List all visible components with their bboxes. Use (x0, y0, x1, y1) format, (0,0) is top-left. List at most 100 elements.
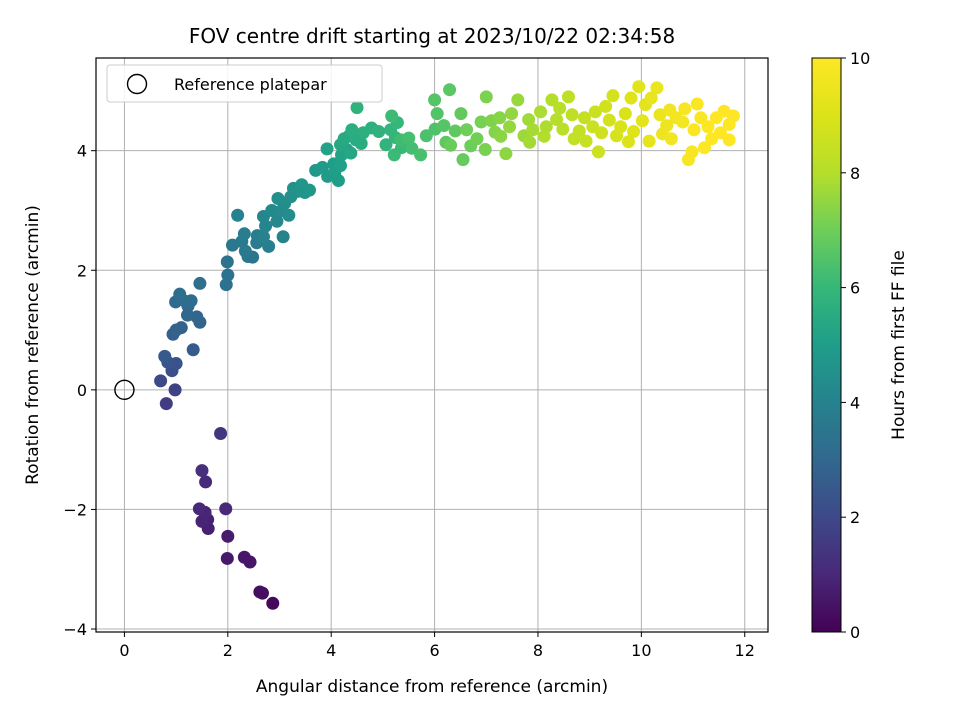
data-point (302, 183, 316, 197)
data-point (526, 123, 540, 137)
data-point (474, 115, 488, 129)
data-point (642, 134, 656, 148)
x-tick-label: 4 (326, 641, 336, 660)
legend: Reference platepar (106, 64, 383, 103)
x-tick-label: 6 (429, 641, 439, 660)
chart-title: FOV centre drift starting at 2023/10/22 … (189, 24, 675, 48)
data-point (354, 137, 368, 151)
data-point (193, 276, 207, 290)
data-point (372, 125, 386, 139)
data-point (379, 138, 393, 152)
x-tick-label: 8 (533, 641, 543, 660)
data-point (320, 142, 334, 156)
data-point (237, 227, 251, 241)
data-point (169, 323, 183, 337)
data-point (344, 146, 358, 160)
data-point (556, 122, 570, 136)
data-point (499, 147, 513, 161)
y-axis-ticks: −4 −2 0 2 4 (63, 142, 96, 639)
data-point (618, 107, 632, 121)
data-point (503, 120, 517, 134)
data-point (184, 294, 198, 308)
data-point (545, 93, 559, 107)
plot-frame (95, 57, 769, 633)
data-point (219, 278, 233, 292)
colorbar-gradient (811, 57, 842, 633)
y-tick-label: −4 (63, 620, 87, 639)
data-point (602, 113, 616, 127)
data-point (221, 529, 235, 543)
data-point (154, 374, 168, 388)
data-point (627, 125, 641, 139)
data-point (621, 135, 635, 149)
reference-marker (114, 379, 135, 401)
data-point (199, 475, 213, 489)
data-point (644, 91, 658, 105)
data-point (350, 101, 364, 115)
data-point (685, 145, 699, 159)
colorbar-ticks: 0 2 4 6 8 10 (841, 49, 870, 642)
legend-box (106, 64, 383, 103)
data-point (168, 383, 182, 397)
data-point (270, 214, 284, 228)
data-point (159, 397, 173, 411)
data-point (694, 111, 708, 125)
data-point (448, 124, 462, 138)
x-axis-ticks: 0 2 4 6 8 10 12 (119, 632, 755, 660)
y-tick-label: 4 (77, 142, 87, 161)
data-point (550, 113, 564, 127)
x-tick-label: 10 (631, 641, 651, 660)
y-tick-label: 2 (77, 261, 87, 280)
data-point (195, 464, 209, 478)
colorbar-tick-label: 8 (850, 164, 860, 183)
data-point (479, 90, 493, 104)
data-point (221, 268, 235, 282)
colorbar-tick-label: 6 (850, 279, 860, 298)
data-point (253, 585, 267, 599)
data-point (414, 148, 428, 162)
data-point (387, 148, 401, 162)
legend-marker-reference (126, 73, 148, 95)
data-point (726, 109, 740, 123)
colorbar-tick-label: 2 (850, 508, 860, 527)
data-point (271, 192, 285, 206)
data-point (588, 105, 602, 119)
data-point (577, 111, 591, 125)
data-point (256, 230, 270, 244)
data-point (173, 287, 187, 301)
data-point (214, 426, 228, 440)
data-point (635, 114, 649, 128)
data-point (511, 93, 525, 107)
data-point (722, 133, 736, 147)
data-point (237, 550, 251, 564)
data-point (219, 502, 233, 516)
data-points (154, 80, 740, 610)
data-point (701, 120, 715, 134)
data-point (599, 99, 613, 113)
data-point (678, 102, 692, 116)
data-point (186, 343, 200, 357)
data-point (660, 119, 674, 133)
data-point (402, 131, 416, 145)
colorbar-label: Hours from first FF file (889, 250, 909, 440)
data-point (561, 90, 575, 104)
data-point (595, 126, 609, 140)
data-point (454, 107, 468, 121)
data-point (220, 255, 234, 269)
data-point (192, 502, 206, 516)
data-point (650, 81, 664, 95)
data-point (437, 119, 451, 133)
x-axis-label: Angular distance from reference (arcmin) (256, 677, 608, 697)
y-tick-label: 0 (77, 381, 87, 400)
data-point (334, 159, 348, 173)
data-point (676, 115, 690, 129)
data-point (565, 108, 579, 122)
data-point (470, 132, 484, 146)
data-point (591, 145, 605, 159)
data-point (606, 89, 620, 103)
data-point (537, 129, 551, 143)
data-point (534, 105, 548, 119)
data-point (690, 97, 704, 111)
x-tick-label: 2 (223, 641, 233, 660)
data-point (664, 132, 678, 146)
